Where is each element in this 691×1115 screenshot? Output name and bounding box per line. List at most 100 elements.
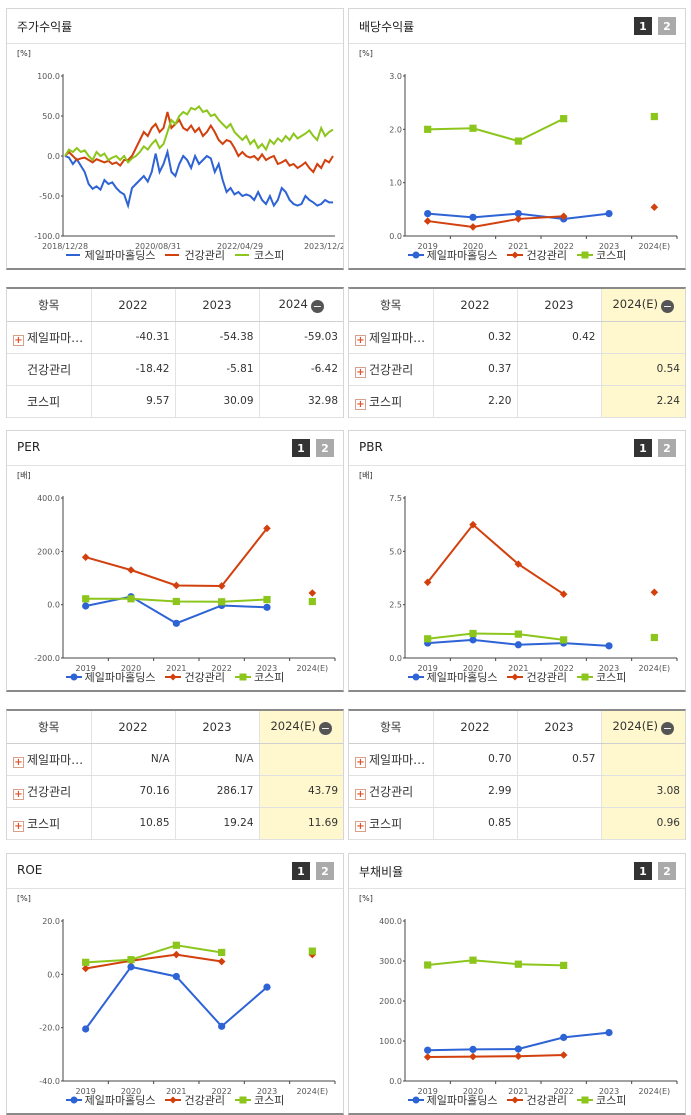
data-point[interactable]	[514, 1052, 523, 1060]
data-point[interactable]	[559, 1051, 568, 1059]
expand-icon[interactable]: +	[355, 788, 366, 800]
legend-item[interactable]: 코스피	[576, 1092, 626, 1108]
data-point[interactable]	[650, 203, 659, 211]
data-point[interactable]	[514, 560, 523, 568]
data-point[interactable]	[218, 598, 226, 606]
data-point[interactable]	[172, 597, 180, 606]
data-point[interactable]	[423, 217, 432, 225]
legend-item[interactable]: 건강관리	[165, 247, 225, 263]
data-point[interactable]	[469, 1052, 477, 1061]
row-name[interactable]: + 건강관리	[349, 775, 433, 808]
data-point[interactable]	[559, 212, 568, 221]
page-2-button[interactable]: 2	[316, 439, 334, 457]
data-point[interactable]	[423, 1053, 432, 1061]
data-point[interactable]	[217, 957, 226, 966]
expand-icon[interactable]: +	[355, 820, 366, 832]
legend-item[interactable]: 건강관리	[165, 1092, 225, 1108]
data-point[interactable]	[424, 635, 432, 643]
data-point[interactable]	[172, 950, 181, 959]
page-2-button[interactable]: 2	[658, 439, 676, 457]
data-point[interactable]	[469, 124, 477, 132]
row-name[interactable]: + 제일파마…	[7, 321, 91, 354]
data-point[interactable]	[560, 115, 568, 123]
data-point[interactable]	[127, 956, 135, 964]
data-point[interactable]	[423, 578, 432, 587]
page-2-button[interactable]: 2	[658, 17, 676, 35]
data-point[interactable]	[650, 633, 658, 642]
legend-item[interactable]: 코스피	[234, 247, 284, 263]
legend-item[interactable]: 건강관리	[507, 1092, 567, 1108]
collapse-icon[interactable]: −	[661, 299, 674, 313]
data-point[interactable]	[424, 1046, 432, 1054]
data-point[interactable]	[605, 1029, 613, 1037]
data-point[interactable]	[127, 566, 135, 574]
page-2-button[interactable]: 2	[658, 862, 676, 880]
data-point[interactable]	[424, 961, 432, 969]
data-point[interactable]	[218, 1022, 226, 1030]
data-point[interactable]	[82, 595, 90, 603]
legend-item[interactable]: 건강관리	[507, 669, 567, 685]
collapse-icon[interactable]: −	[310, 299, 324, 313]
data-point[interactable]	[469, 213, 477, 221]
data-point[interactable]	[127, 595, 135, 603]
data-point[interactable]	[514, 960, 522, 968]
data-point[interactable]	[514, 1045, 522, 1053]
data-point[interactable]	[469, 636, 477, 644]
expand-icon[interactable]: +	[355, 366, 366, 378]
legend-item[interactable]: 코스피	[576, 247, 626, 263]
data-point[interactable]	[560, 961, 568, 969]
data-point[interactable]	[560, 1033, 568, 1041]
expand-icon[interactable]: +	[13, 334, 24, 346]
legend-item[interactable]: 코스피	[576, 669, 626, 685]
data-point[interactable]	[424, 210, 432, 218]
row-name[interactable]: + 건강관리	[349, 353, 433, 386]
data-point[interactable]	[605, 210, 613, 218]
collapse-icon[interactable]: −	[661, 721, 674, 735]
legend-item[interactable]: 건강관리	[507, 247, 567, 263]
page-1-button[interactable]: 1	[292, 439, 310, 457]
data-point[interactable]	[82, 1025, 90, 1033]
data-point[interactable]	[82, 602, 90, 610]
data-point[interactable]	[514, 641, 522, 649]
data-point[interactable]	[263, 983, 271, 991]
legend-item[interactable]: 건강관리	[165, 669, 225, 685]
expand-icon[interactable]: +	[13, 756, 24, 768]
data-point[interactable]	[424, 125, 432, 133]
data-point[interactable]	[308, 597, 316, 606]
collapse-icon[interactable]: −	[319, 721, 332, 735]
expand-icon[interactable]: +	[355, 334, 366, 346]
data-point[interactable]	[469, 1045, 477, 1053]
expand-icon[interactable]: +	[13, 788, 24, 800]
legend-item[interactable]: 제일파마홀딩스	[65, 247, 155, 263]
legend-item[interactable]: 제일파마홀딩스	[65, 669, 155, 685]
page-1-button[interactable]: 1	[292, 862, 310, 880]
legend-item[interactable]: 코스피	[234, 1092, 284, 1108]
legend-item[interactable]: 제일파마홀딩스	[65, 1092, 155, 1108]
data-point[interactable]	[82, 958, 90, 966]
data-point[interactable]	[514, 137, 522, 145]
data-point[interactable]	[469, 629, 477, 638]
data-point[interactable]	[514, 215, 523, 223]
data-point[interactable]	[127, 963, 135, 971]
data-point[interactable]	[81, 553, 90, 561]
data-point[interactable]	[172, 581, 181, 590]
data-point[interactable]	[469, 520, 477, 529]
row-name[interactable]: + 코스피	[7, 807, 91, 840]
expand-icon[interactable]: +	[355, 398, 366, 410]
legend-item[interactable]: 제일파마홀딩스	[407, 669, 497, 685]
data-point[interactable]	[650, 112, 658, 121]
row-name[interactable]: + 제일파마…	[349, 743, 433, 776]
page-2-button[interactable]: 2	[316, 862, 334, 880]
data-point[interactable]	[263, 524, 271, 533]
row-name[interactable]: + 건강관리	[7, 775, 91, 808]
page-1-button[interactable]: 1	[634, 862, 652, 880]
page-1-button[interactable]: 1	[634, 439, 652, 457]
data-point[interactable]	[514, 630, 522, 638]
data-point[interactable]	[308, 947, 316, 955]
data-point[interactable]	[650, 588, 659, 597]
data-point[interactable]	[559, 590, 568, 599]
data-point[interactable]	[263, 603, 271, 611]
data-point[interactable]	[560, 636, 568, 644]
data-point[interactable]	[469, 223, 477, 231]
legend-item[interactable]: 코스피	[234, 669, 284, 685]
